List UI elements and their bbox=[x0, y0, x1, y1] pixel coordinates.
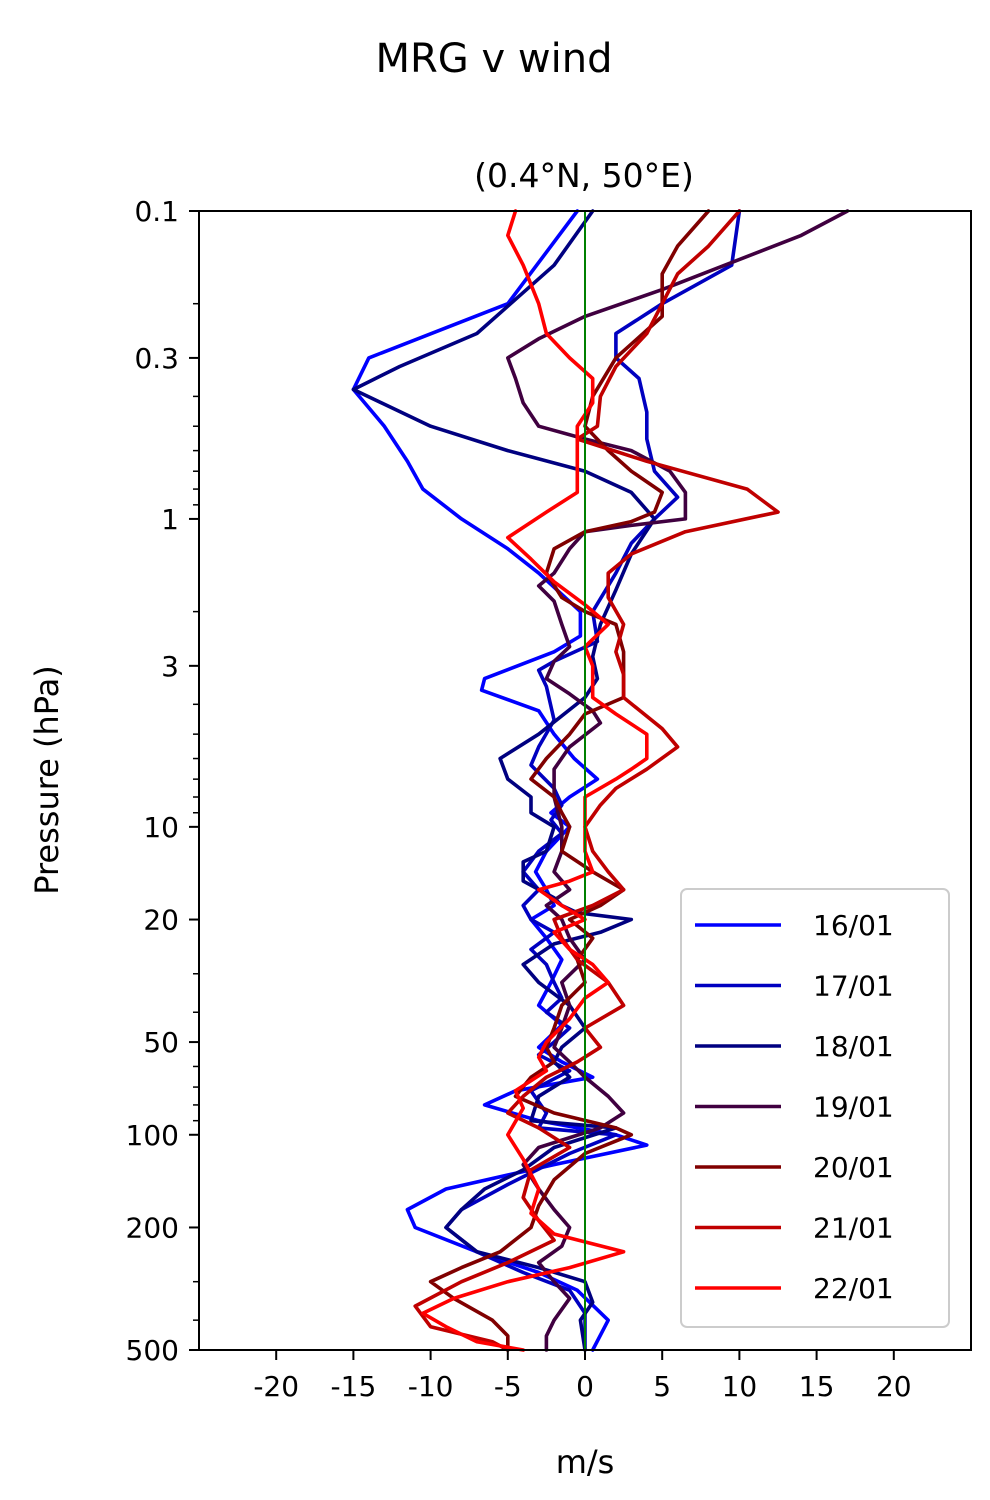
x-tick-label: 0 bbox=[576, 1370, 594, 1403]
series-line-6 bbox=[413, 209, 780, 1352]
x-tick-label: -20 bbox=[253, 1370, 299, 1403]
legend-label: 20/01 bbox=[813, 1151, 894, 1184]
x-tick-label: -5 bbox=[494, 1370, 522, 1403]
x-tick-label: 15 bbox=[799, 1370, 835, 1403]
series-line-1 bbox=[351, 209, 649, 1352]
chart-subtitle: (0.4°N, 50°E) bbox=[474, 156, 694, 195]
legend-label: 17/01 bbox=[813, 970, 894, 1003]
legend-label: 22/01 bbox=[813, 1272, 894, 1305]
y-tick-label: 20 bbox=[143, 904, 179, 937]
y-tick-label: 10 bbox=[143, 811, 179, 844]
x-axis-ticks: -20 -15 -10 -5 0 5 10 15 20 bbox=[253, 1350, 912, 1403]
x-tick-label: -15 bbox=[331, 1370, 377, 1403]
y-tick-label: 50 bbox=[143, 1026, 179, 1059]
legend: 16/01 17/01 18/01 19/01 20/01 21/01 22/01 bbox=[680, 888, 950, 1328]
x-tick-label: 5 bbox=[653, 1370, 671, 1403]
y-axis-ticks: 0.1 0.3 1 3 10 20 50 100 200 500 bbox=[126, 195, 199, 1367]
y-tick-label: 200 bbox=[126, 1211, 179, 1244]
y-axis-label: Pressure (hPa) bbox=[28, 665, 66, 895]
legend-label: 16/01 bbox=[813, 909, 894, 942]
y-tick-label: 3 bbox=[161, 650, 179, 683]
x-tick-label: 20 bbox=[876, 1370, 912, 1403]
x-tick-label: -10 bbox=[408, 1370, 454, 1403]
y-tick-label: 100 bbox=[126, 1119, 179, 1152]
legend-label: 21/01 bbox=[813, 1212, 894, 1245]
y-tick-label: 0.3 bbox=[134, 342, 179, 375]
series-line-5 bbox=[428, 209, 711, 1352]
y-tick-label: 0.1 bbox=[134, 195, 179, 228]
legend-label: 19/01 bbox=[813, 1091, 894, 1124]
chart-title: MRG v wind bbox=[376, 36, 613, 82]
series-layer bbox=[351, 209, 850, 1352]
x-tick-label: 10 bbox=[722, 1370, 758, 1403]
legend-label: 18/01 bbox=[813, 1030, 894, 1063]
x-axis-label: m/s bbox=[556, 1443, 615, 1481]
legend-frame bbox=[680, 888, 950, 1328]
y-tick-label: 1 bbox=[161, 503, 179, 536]
legend-items: 16/01 17/01 18/01 19/01 20/01 21/01 22/01 bbox=[695, 909, 894, 1305]
y-tick-label: 500 bbox=[126, 1334, 179, 1367]
